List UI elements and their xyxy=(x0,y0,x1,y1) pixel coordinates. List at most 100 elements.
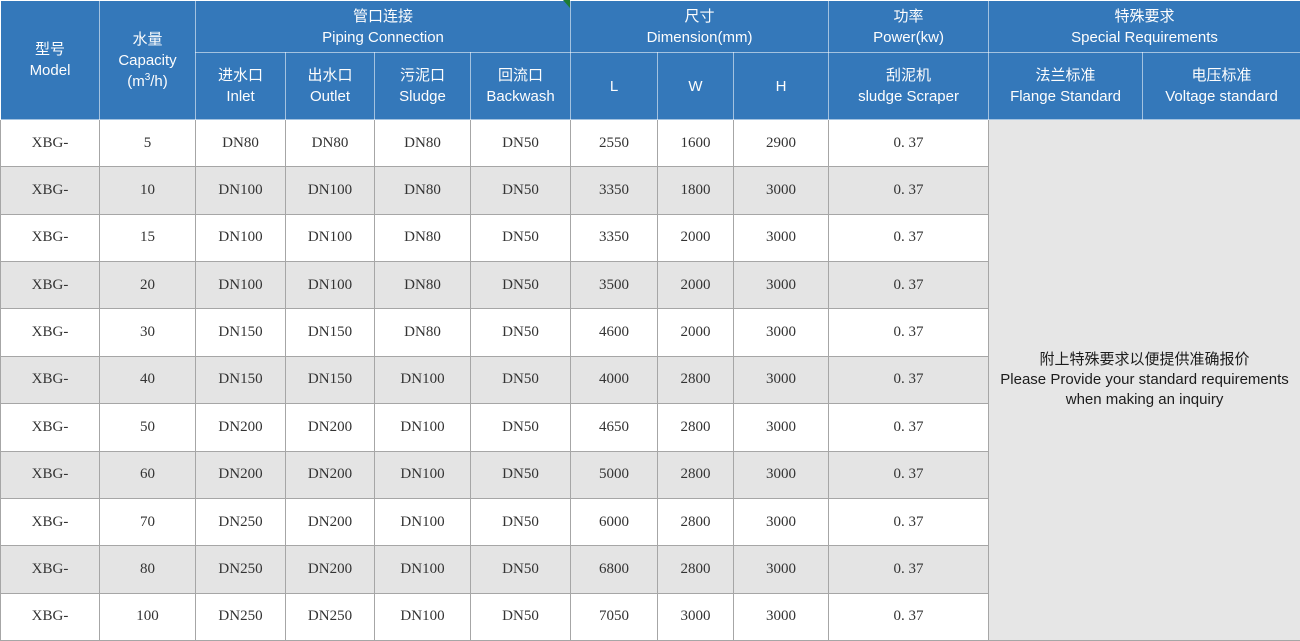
header-model-zh: 型号 xyxy=(34,41,65,58)
cell-backwash: DN50 xyxy=(469,450,572,499)
table-row: XBG- 5 DN80 DN80 DN80 DN50 2550 1600 290… xyxy=(0,118,1300,641)
cell-dim-h: 3000 xyxy=(733,308,830,357)
note-line-en2: when making an inquiry xyxy=(1065,391,1224,408)
cell-model: XBG- xyxy=(0,450,100,499)
cell-sludge: DN80 xyxy=(374,261,471,310)
cell-inlet: DN200 xyxy=(195,403,286,452)
header-capacity-zh: 水量 xyxy=(132,30,163,48)
cell-power: 0. 37 xyxy=(828,545,990,594)
table-row: XBG- 10 DN100 DN100 DN80 DN50 3350 1800 … xyxy=(0,166,1300,215)
cell-power: 0. 37 xyxy=(828,261,990,310)
cell-dim-l: 7050 xyxy=(570,592,659,641)
cell-dim-w: 2000 xyxy=(657,261,735,310)
cell-model: XBG- xyxy=(0,497,100,547)
cell-dim-w: 2000 xyxy=(657,213,735,263)
header-model-en: Model xyxy=(29,62,71,79)
table-row: XBG- 60 DN200 DN200 DN100 DN50 5000 2800… xyxy=(0,450,1300,499)
cell-power: 0. 37 xyxy=(828,592,990,641)
cell-dim-l: 3500 xyxy=(570,261,659,310)
cell-model: XBG- xyxy=(0,166,100,215)
cell-dim-h: 3000 xyxy=(733,497,830,547)
cell-dim-h: 3000 xyxy=(733,403,830,452)
header-special-zh: 特殊要求 xyxy=(1114,7,1175,25)
cell-backwash: DN50 xyxy=(469,592,572,641)
table-body: XBG- 5 DN80 DN80 DN80 DN50 2550 1600 290… xyxy=(0,118,1300,641)
header-capacity-en: Capacity xyxy=(118,51,177,69)
cell-model: XBG- xyxy=(0,545,100,594)
cell-outlet: DN100 xyxy=(285,261,375,310)
cell-capacity: 80 xyxy=(99,545,196,594)
cell-backwash: DN50 xyxy=(469,118,572,168)
header-backwash: 回流口 Backwash xyxy=(469,52,572,120)
header-inlet: 进水口 Inlet xyxy=(195,52,286,120)
cell-power: 0. 37 xyxy=(828,450,990,499)
header-outlet: 出水口 Outlet xyxy=(285,52,375,120)
cell-dim-h: 3000 xyxy=(733,261,830,310)
cell-dim-w: 2000 xyxy=(657,308,735,357)
cell-inlet: DN100 xyxy=(195,213,286,263)
cell-backwash: DN50 xyxy=(469,403,572,452)
cell-dim-h: 3000 xyxy=(733,592,830,641)
header-special-en: Special Requirements xyxy=(1071,28,1218,46)
cell-dim-w: 2800 xyxy=(657,450,735,499)
cell-outlet: DN150 xyxy=(285,308,375,357)
cell-dim-l: 4650 xyxy=(570,403,659,452)
cell-capacity: 15 xyxy=(99,213,196,263)
header-capacity: 水量 Capacity (m3/h) xyxy=(99,0,196,120)
cell-inlet: DN250 xyxy=(195,497,286,547)
cell-power: 0. 37 xyxy=(828,355,990,405)
cell-dim-l: 4000 xyxy=(570,355,659,405)
cell-dim-l: 3350 xyxy=(570,166,659,215)
cell-capacity: 70 xyxy=(99,497,196,547)
cell-sludge: DN100 xyxy=(374,497,471,547)
cell-sludge: DN100 xyxy=(374,355,471,405)
cell-model: XBG- xyxy=(0,308,100,357)
cell-inlet: DN80 xyxy=(195,118,286,168)
header-power: 功率 Power(kw) xyxy=(828,0,990,53)
cell-inlet: DN250 xyxy=(195,592,286,641)
cell-inlet: DN250 xyxy=(195,545,286,594)
cell-backwash: DN50 xyxy=(469,545,572,594)
header-model: 型号 Model xyxy=(0,0,100,120)
cell-capacity: 5 xyxy=(99,118,196,168)
table-row: XBG- 30 DN150 DN150 DN80 DN50 4600 2000 … xyxy=(0,308,1300,357)
header-piping-en: Piping Connection xyxy=(322,28,444,46)
table-row: XBG- 80 DN250 DN200 DN100 DN50 6800 2800… xyxy=(0,545,1300,594)
cell-dim-h: 3000 xyxy=(733,166,830,215)
cell-capacity: 40 xyxy=(99,355,196,405)
cell-dim-l: 6000 xyxy=(570,497,659,547)
cell-backwash: DN50 xyxy=(469,308,572,357)
cell-capacity: 30 xyxy=(99,308,196,357)
cell-model: XBG- xyxy=(0,213,100,263)
cell-outlet: DN200 xyxy=(285,545,375,594)
cell-power: 0. 37 xyxy=(828,166,990,215)
table-row: XBG- 50 DN200 DN200 DN100 DN50 4650 2800… xyxy=(0,403,1300,452)
cell-outlet: DN80 xyxy=(285,118,375,168)
cell-dim-w: 2800 xyxy=(657,355,735,405)
cell-dim-h: 3000 xyxy=(733,545,830,594)
header-dim-l: L xyxy=(570,52,659,120)
cell-inlet: DN150 xyxy=(195,355,286,405)
table-row: XBG- 40 DN150 DN150 DN100 DN50 4000 2800… xyxy=(0,355,1300,405)
header-dimension-zh: 尺寸 xyxy=(684,7,715,25)
cell-dim-h: 3000 xyxy=(733,213,830,263)
header-dimension: 尺寸 Dimension(mm) xyxy=(570,0,830,53)
cell-sludge: DN80 xyxy=(374,308,471,357)
cell-model: XBG- xyxy=(0,355,100,405)
header-dim-w: W xyxy=(657,52,735,120)
cell-outlet: DN100 xyxy=(285,213,375,263)
header-voltage-standard: 电压标准 Voltage standard xyxy=(1142,52,1300,120)
cell-dim-h: 3000 xyxy=(733,355,830,405)
cell-capacity: 60 xyxy=(99,450,196,499)
cell-power: 0. 37 xyxy=(828,403,990,452)
header-flange-standard: 法兰标准 Flange Standard xyxy=(988,52,1144,120)
cell-sludge: DN80 xyxy=(374,118,471,168)
cell-dim-w: 2800 xyxy=(657,497,735,547)
note-line-zh: 附上特殊要求以便提供准确报价 xyxy=(1039,352,1250,368)
cell-power: 0. 37 xyxy=(828,497,990,547)
note-line-en1: Please Provide your standard requirement… xyxy=(1000,371,1289,388)
cell-dim-h: 3000 xyxy=(733,450,830,499)
cell-sludge: DN100 xyxy=(374,545,471,594)
cell-power: 0. 37 xyxy=(828,213,990,263)
cell-sludge: DN80 xyxy=(374,213,471,263)
